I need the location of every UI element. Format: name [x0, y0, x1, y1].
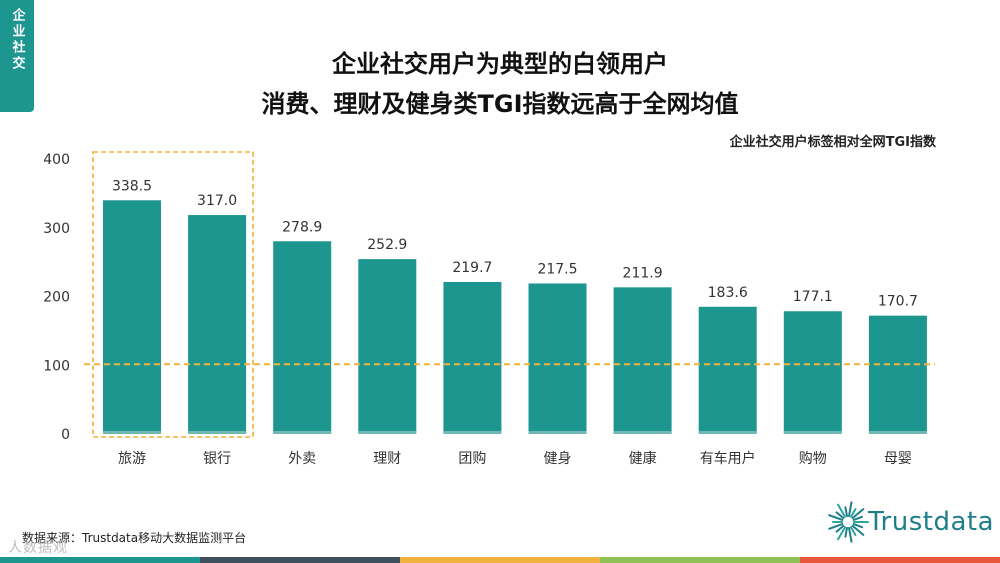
data-label: 211.9	[623, 265, 663, 281]
data-label: 338.5	[112, 178, 152, 194]
sunburst-logo-icon	[828, 501, 869, 543]
bar-base	[358, 431, 417, 434]
data-label: 170.7	[878, 294, 918, 310]
bar-base	[698, 431, 757, 434]
logo-ray	[844, 506, 848, 518]
logo-ray	[851, 508, 865, 520]
logo-ray	[850, 526, 857, 536]
y-tick-label: 400	[43, 152, 70, 168]
strip-segment	[0, 557, 200, 563]
logo-ray	[852, 515, 864, 521]
strip-segment	[400, 557, 600, 563]
page-title-line1: 企业社交用户为典型的白领用户	[332, 50, 668, 78]
bar	[613, 287, 672, 433]
side-tab: 企业社交	[0, 0, 34, 112]
data-label: 217.5	[537, 261, 577, 277]
y-tick-label: 200	[43, 290, 70, 306]
bar	[528, 283, 587, 433]
data-label: 278.9	[282, 219, 322, 235]
bar	[698, 306, 757, 433]
bar-base	[188, 431, 247, 434]
bar-base	[273, 431, 332, 434]
x-tick-label: 理财	[373, 451, 401, 467]
x-tick-label: 银行	[203, 451, 231, 467]
logo-ray	[828, 514, 844, 521]
x-tick-label: 旅游	[118, 451, 146, 467]
logo-ray	[848, 526, 853, 543]
data-label: 252.9	[367, 237, 407, 253]
strip-segment	[600, 557, 800, 563]
strip-segment	[800, 557, 1000, 563]
highlight-box	[92, 151, 254, 438]
strip-segment	[200, 557, 400, 563]
chart-title: 企业社交用户标签相对全网TGI指数	[729, 135, 936, 150]
x-tick-label: 有车用户	[700, 450, 756, 467]
x-tick-label: 购物	[799, 451, 827, 467]
y-tick-label: 300	[43, 221, 70, 237]
bar-base	[528, 431, 587, 434]
logo-ray	[844, 526, 848, 538]
y-tick-label: 100	[43, 358, 70, 374]
logo-ray	[852, 523, 864, 529]
x-tick-label: 团购	[458, 451, 486, 467]
data-label: 177.1	[793, 289, 833, 305]
data-label: 183.6	[708, 285, 748, 301]
trustdata-logo: Trustdata	[826, 494, 996, 550]
logo-ray	[837, 526, 846, 541]
y-tick-label: 0	[61, 427, 70, 443]
bar-base	[443, 431, 502, 434]
bar	[443, 281, 502, 433]
bar-base	[783, 431, 842, 434]
bar	[188, 215, 247, 433]
logo-ray	[828, 523, 844, 530]
data-label: 317.0	[197, 193, 237, 209]
x-tick-label: 外卖	[288, 451, 316, 467]
logo-ray	[835, 524, 845, 533]
logo-ray	[848, 501, 853, 518]
x-tick-label: 母婴	[884, 451, 912, 467]
logo-ray	[850, 508, 857, 518]
bar	[783, 311, 842, 433]
bar-base	[868, 431, 927, 434]
logo-ray	[851, 524, 865, 536]
bar	[103, 200, 161, 433]
side-tab-label: 企业社交	[9, 8, 25, 72]
x-tick-label: 健身	[544, 451, 572, 467]
watermark: 人数据观	[8, 540, 68, 556]
x-tick-label: 健康	[629, 450, 657, 467]
bar-base	[103, 431, 161, 434]
bar-base	[613, 431, 672, 434]
logo-text: Trustdata	[868, 507, 995, 537]
page-title-line2: 消费、理财及健身类TGI指数远高于全网均值	[261, 90, 739, 118]
data-source-note: 数据来源：Trustdata移动大数据监测平台	[22, 531, 247, 545]
bar-chart: 0 100 200 300 400 338.5 旅游 317.0 银行 278.9 外卖 252.9 理…	[43, 151, 935, 467]
bar	[273, 241, 332, 433]
bar	[358, 259, 417, 433]
bottom-color-strip	[0, 557, 1000, 563]
bar	[868, 315, 927, 433]
data-label: 219.7	[452, 260, 492, 276]
logo-ray	[835, 511, 845, 520]
logo-ray	[837, 503, 846, 518]
